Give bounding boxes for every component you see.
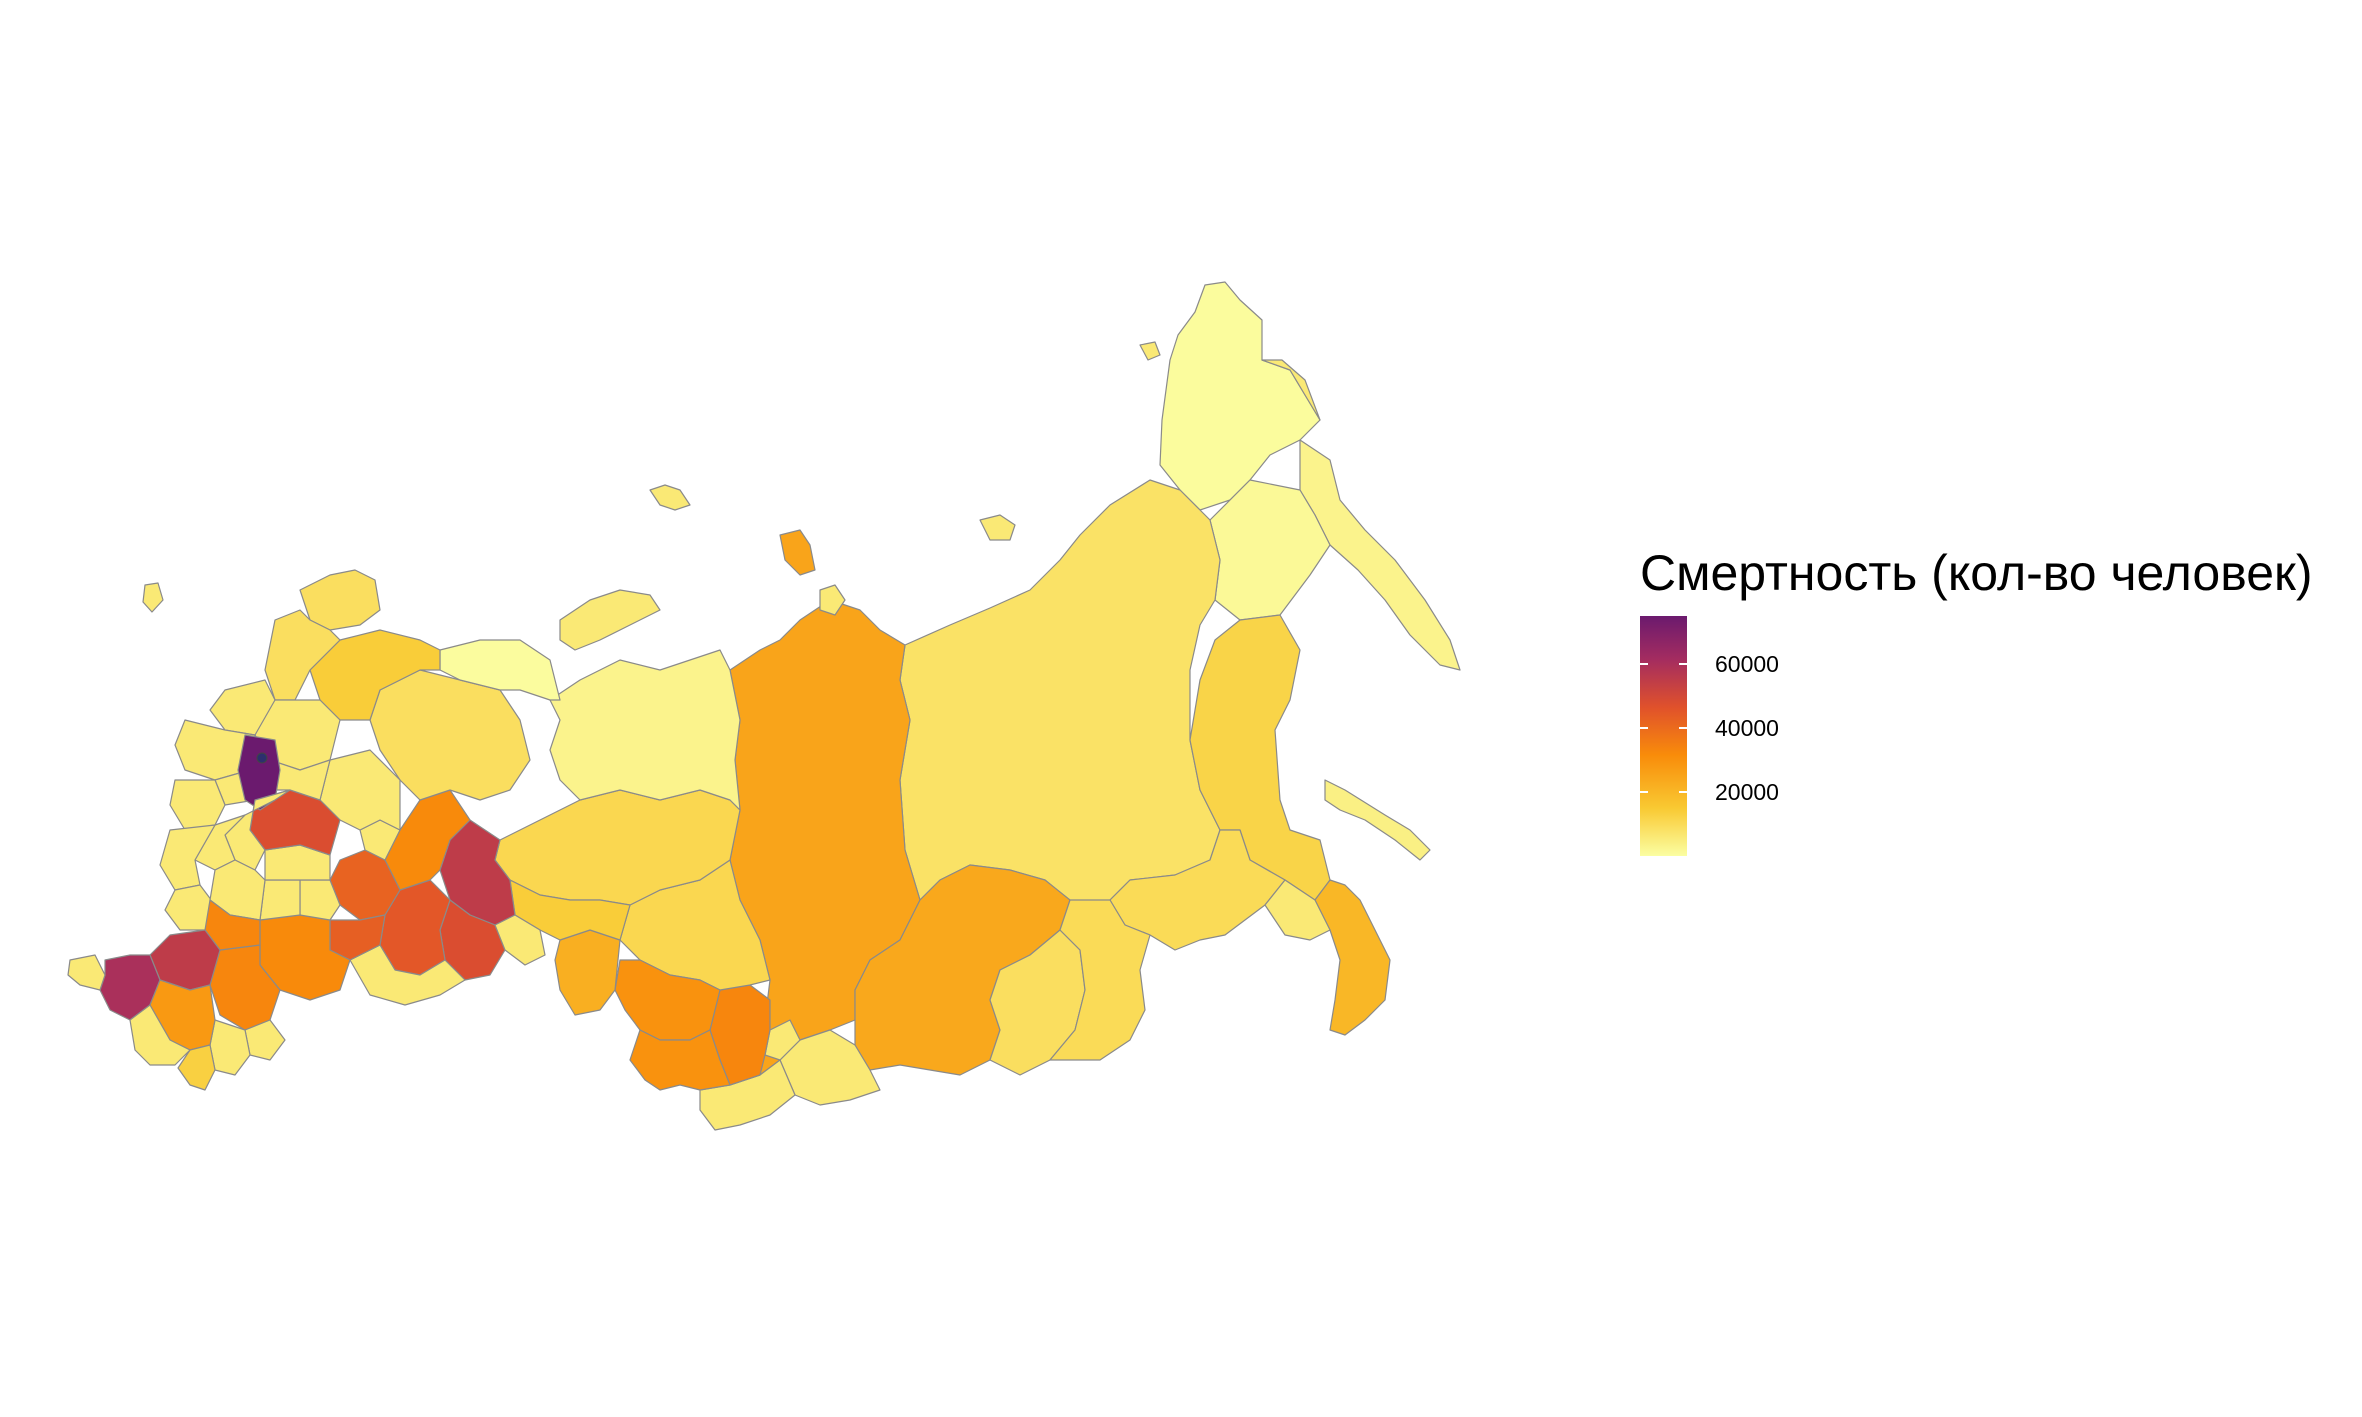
region-kurgan[interactable] [494, 914, 546, 966]
region-karelia[interactable] [264, 609, 341, 701]
region-jewish-ao[interactable] [1264, 879, 1331, 941]
region-arkhangelsk[interactable] [309, 629, 441, 721]
region-smolensk[interactable] [169, 779, 226, 831]
region-tyva[interactable] [779, 1029, 881, 1106]
region-chukotka[interactable] [1159, 281, 1321, 511]
region-north-caucasus[interactable] [129, 1004, 191, 1066]
legend-title: Смертность (кол-во человек) [1640, 545, 2313, 601]
region-moscow-oblast[interactable] [237, 734, 281, 811]
region-dagestan[interactable] [177, 1044, 216, 1091]
region-penza[interactable] [259, 879, 301, 921]
region-zabaykalsky[interactable] [1049, 899, 1151, 1061]
region-altai-krai[interactable] [629, 1029, 731, 1091]
region-sakhalin[interactable] [1324, 779, 1431, 861]
region-yamalo-nenets[interactable] [549, 649, 741, 811]
legend-colorbar [1640, 616, 1687, 856]
legend-tick-label: 20000 [1715, 779, 1779, 805]
legend-tick-label: 60000 [1715, 651, 1779, 677]
region-nenets[interactable] [439, 639, 561, 701]
color-legend: Смертность (кол-во человек) 20000 40000 60… [1640, 545, 2313, 856]
region-sakha-yakutia[interactable] [899, 479, 1221, 906]
region-franz-josef[interactable] [649, 484, 691, 511]
region-novaya-zemlya[interactable] [559, 589, 661, 651]
region-kamchatka-north[interactable] [1261, 359, 1321, 421]
region-kaliningrad[interactable] [142, 582, 164, 613]
region-crimea[interactable] [67, 954, 106, 991]
region-taymyr-islands[interactable] [779, 529, 816, 576]
region-wrangel[interactable] [1139, 341, 1161, 361]
legend-tick-label: 40000 [1715, 715, 1779, 741]
russia-map [67, 281, 1461, 1131]
moscow-city-marker[interactable] [256, 752, 268, 764]
region-novosibirsk-islands[interactable] [979, 514, 1016, 541]
region-omsk[interactable] [554, 929, 621, 1016]
region-orenburg[interactable] [349, 944, 466, 1006]
legend-ticks: 20000 40000 60000 [1640, 651, 1779, 805]
region-primorsky[interactable] [1314, 879, 1391, 1036]
region-severnaya-zemlya[interactable] [819, 584, 846, 616]
